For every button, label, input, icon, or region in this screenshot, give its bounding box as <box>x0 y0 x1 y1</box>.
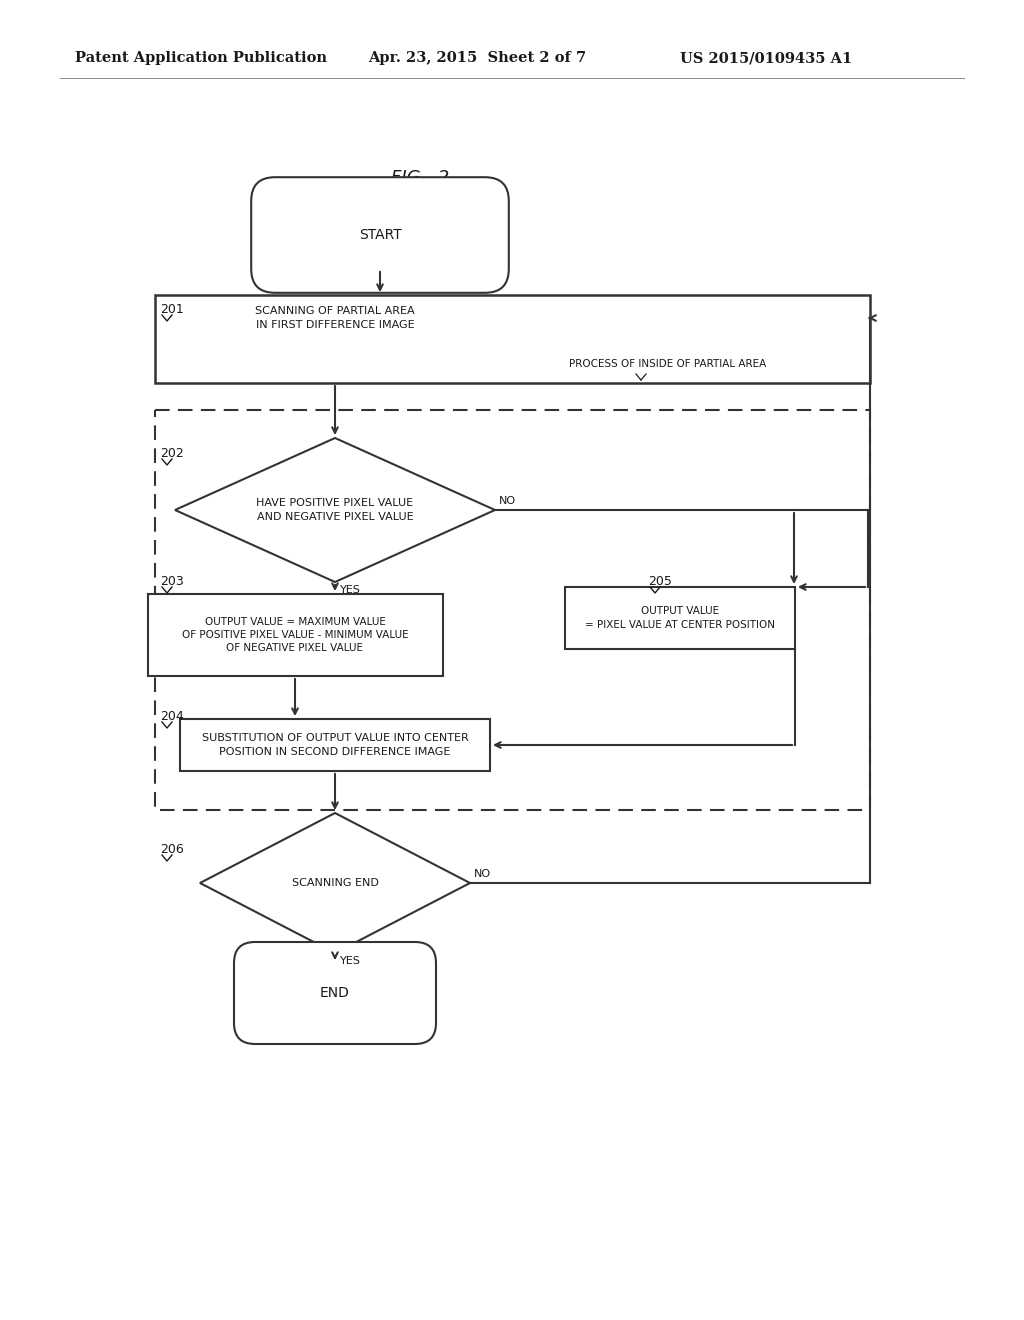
Text: Patent Application Publication: Patent Application Publication <box>75 51 327 65</box>
Text: NO: NO <box>474 869 492 879</box>
Bar <box>147 594 442 676</box>
Text: YES: YES <box>340 585 360 595</box>
Text: 205: 205 <box>648 576 672 587</box>
Text: Apr. 23, 2015  Sheet 2 of 7: Apr. 23, 2015 Sheet 2 of 7 <box>368 51 586 65</box>
Text: SCANNING END: SCANNING END <box>292 878 379 888</box>
Text: US 2015/0109435 A1: US 2015/0109435 A1 <box>680 51 852 65</box>
Text: HAVE POSITIVE PIXEL VALUE
AND NEGATIVE PIXEL VALUE: HAVE POSITIVE PIXEL VALUE AND NEGATIVE P… <box>256 499 414 521</box>
Text: 206: 206 <box>160 843 183 855</box>
Text: SUBSTITUTION OF OUTPUT VALUE INTO CENTER
POSITION IN SECOND DIFFERENCE IMAGE: SUBSTITUTION OF OUTPUT VALUE INTO CENTER… <box>202 734 468 756</box>
Text: 203: 203 <box>160 576 183 587</box>
Bar <box>155 411 870 810</box>
Text: END: END <box>321 986 350 1001</box>
Text: YES: YES <box>340 956 360 966</box>
Text: SCANNING OF PARTIAL AREA
IN FIRST DIFFERENCE IMAGE: SCANNING OF PARTIAL AREA IN FIRST DIFFER… <box>255 306 415 330</box>
Text: PROCESS OF INSIDE OF PARTIAL AREA: PROCESS OF INSIDE OF PARTIAL AREA <box>569 359 767 370</box>
Bar <box>180 719 490 771</box>
Text: START: START <box>358 228 401 242</box>
Bar <box>155 294 870 383</box>
FancyBboxPatch shape <box>251 177 509 293</box>
Text: OUTPUT VALUE
= PIXEL VALUE AT CENTER POSITION: OUTPUT VALUE = PIXEL VALUE AT CENTER POS… <box>585 606 775 630</box>
Text: FIG.  2: FIG. 2 <box>391 169 450 187</box>
Text: 202: 202 <box>160 447 183 459</box>
Bar <box>565 587 795 649</box>
Polygon shape <box>175 438 495 582</box>
Text: 204: 204 <box>160 710 183 723</box>
Text: 201: 201 <box>160 304 183 315</box>
Text: NO: NO <box>499 496 516 506</box>
FancyBboxPatch shape <box>234 942 436 1044</box>
Polygon shape <box>200 813 470 953</box>
Text: OUTPUT VALUE = MAXIMUM VALUE
OF POSITIVE PIXEL VALUE - MINIMUM VALUE
OF NEGATIVE: OUTPUT VALUE = MAXIMUM VALUE OF POSITIVE… <box>181 616 409 653</box>
